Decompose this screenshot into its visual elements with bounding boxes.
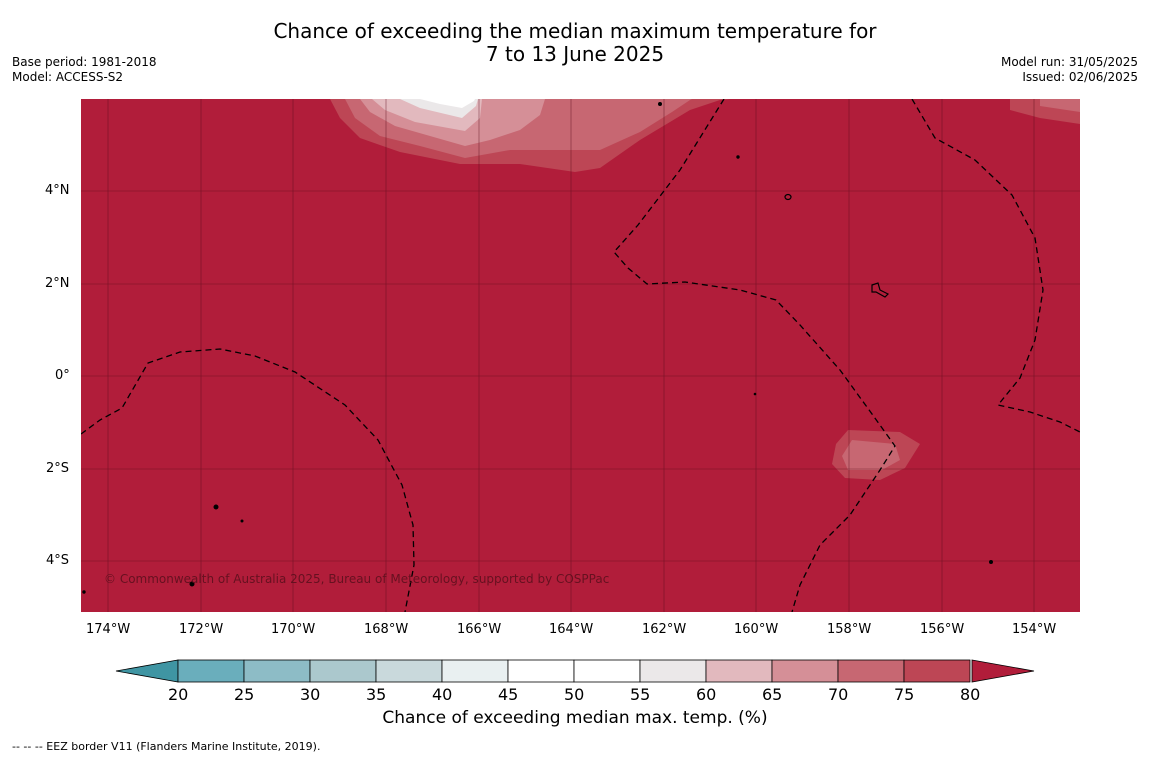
- colorbar-arrow-low: [115, 659, 179, 683]
- island-kiritimati: [871, 282, 890, 298]
- colorbar-segment: [639, 659, 707, 683]
- lat-tick-0: 0°: [55, 368, 70, 383]
- lon-tick-170w: 170°W: [271, 622, 316, 637]
- lat-tick-2s: 2°S: [46, 461, 70, 476]
- issued-label: Issued: 02/06/2025: [1022, 70, 1138, 84]
- colorbar-label-45: 45: [498, 685, 519, 704]
- lon-tick-158w: 158°W: [827, 622, 872, 637]
- colorbar-segment: [507, 659, 575, 683]
- island-8: [82, 590, 86, 594]
- colorbar-label-20: 20: [168, 685, 189, 704]
- colorbar-label-70: 70: [828, 685, 849, 704]
- colorbar-segment: [375, 659, 443, 683]
- base-period-label: Base period: 1981-2018: [12, 55, 157, 69]
- lon-tick-162w: 162°W: [642, 622, 687, 637]
- colorbar-segment: [243, 659, 311, 683]
- colorbar-label-60: 60: [696, 685, 717, 704]
- copyright-notice: © Commonwealth of Australia 2025, Bureau…: [104, 572, 610, 586]
- probability-band-50: [420, 99, 475, 108]
- lon-tick-172w: 172°W: [179, 622, 224, 637]
- islands: [82, 102, 993, 594]
- colorbar-label-75: 75: [894, 685, 915, 704]
- colorbar-segment: [177, 659, 245, 683]
- island-1: [784, 193, 792, 201]
- lat-tick-4n: 4°N: [45, 183, 70, 198]
- lat-tick-2n: 2°N: [45, 276, 70, 291]
- eez-border-west: [81, 348, 415, 612]
- island-4: [213, 504, 219, 510]
- map-graticule: [81, 99, 1080, 612]
- model-run-label: Model run: 31/05/2025: [1000, 55, 1138, 69]
- eez-borders: [81, 99, 1080, 612]
- colorbar-segment: [705, 659, 773, 683]
- lon-tick-168w: 168°W: [364, 622, 409, 637]
- colorbar-segments: [177, 659, 971, 683]
- colorbar: [115, 659, 1035, 683]
- colorbar-label-80: 80: [960, 685, 981, 704]
- lat-tick-4s: 4°S: [46, 553, 70, 568]
- island-2: [658, 102, 662, 106]
- lon-tick-164w: 164°W: [549, 622, 594, 637]
- colorbar-segment: [903, 659, 971, 683]
- colorbar-label-30: 30: [300, 685, 321, 704]
- lon-tick-160w: 160°W: [734, 622, 779, 637]
- eez-border-east: [911, 99, 1080, 433]
- colorbar-segment: [573, 659, 641, 683]
- island-3: [736, 155, 740, 159]
- colorbar-label-40: 40: [432, 685, 453, 704]
- colorbar-segment: [309, 659, 377, 683]
- map-area: [81, 99, 1080, 612]
- colorbar-label-50: 50: [564, 685, 585, 704]
- chart-title-line2: 7 to 13 June 2025: [485, 42, 665, 66]
- colorbar-segment: [771, 659, 839, 683]
- colorbar-label-55: 55: [630, 685, 651, 704]
- colorbar-title: Chance of exceeding median max. temp. (%…: [382, 708, 768, 728]
- eez-footnote: -- -- -- EEZ border V11 (Flanders Marine…: [12, 740, 321, 753]
- island-6: [189, 581, 195, 587]
- lon-tick-156w: 156°W: [920, 622, 965, 637]
- colorbar-segment: [441, 659, 509, 683]
- probability-patch-70: [842, 440, 900, 470]
- island-9: [753, 392, 757, 396]
- model-label: Model: ACCESS-S2: [12, 70, 124, 84]
- colorbar-arrow-high: [971, 659, 1035, 683]
- lon-tick-166w: 166°W: [457, 622, 502, 637]
- chart-title-line1: Chance of exceeding the median maximum t…: [273, 19, 877, 43]
- probability-field-80plus: [81, 99, 1080, 612]
- lon-tick-154w: 154°W: [1012, 622, 1057, 637]
- colorbar-label-35: 35: [366, 685, 387, 704]
- island-5: [240, 519, 244, 523]
- eez-border-central: [613, 99, 896, 612]
- island-7: [989, 560, 993, 564]
- lon-tick-174w: 174°W: [86, 622, 131, 637]
- colorbar-label-25: 25: [234, 685, 255, 704]
- colorbar-segment: [837, 659, 905, 683]
- colorbar-label-65: 65: [762, 685, 783, 704]
